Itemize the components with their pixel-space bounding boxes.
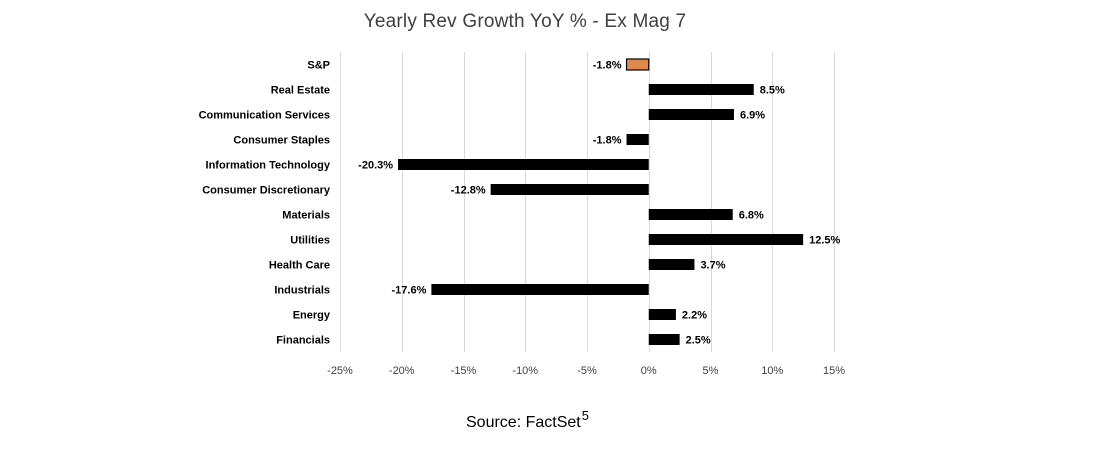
x-tick-label: -5%	[577, 365, 597, 377]
data-labels: -1.8% 8.5% 6.9% -1.8% -20.3% -12.8% 6.8% 12.5% 3…	[358, 60, 840, 347]
bar-10	[648, 309, 676, 320]
data-label: -12.8%	[451, 185, 486, 197]
data-label: 3.7%	[700, 260, 725, 272]
bar-7	[648, 234, 804, 245]
x-tick-label: 0%	[641, 365, 657, 377]
source-footnote: 5	[581, 408, 589, 423]
bar-3	[626, 134, 649, 145]
category-labels: S&P Real Estate Communication Services Cons…	[199, 60, 331, 347]
data-label: 2.5%	[686, 335, 711, 347]
bar-4	[398, 159, 649, 170]
category-label: Consumer Staples	[233, 135, 330, 147]
source-note: Source: FactSet5	[466, 408, 589, 432]
data-label: -1.8%	[593, 60, 622, 72]
gridlines	[340, 52, 835, 352]
category-label: Information Technology	[206, 160, 331, 172]
x-tick-label: 15%	[823, 365, 845, 377]
data-label: 8.5%	[760, 85, 785, 97]
bar-0	[625, 58, 650, 71]
bar-11	[648, 334, 680, 345]
data-label: 6.9%	[740, 110, 765, 122]
chart-title: Yearly Rev Growth YoY % - Ex Mag 7	[363, 11, 687, 32]
category-label: Financials	[276, 335, 330, 347]
category-label: Utilities	[290, 235, 330, 247]
data-label: -17.6%	[392, 285, 427, 297]
x-tick-label: -10%	[512, 365, 538, 377]
x-tick-label: -20%	[389, 365, 415, 377]
category-label: S&P	[307, 60, 330, 72]
bar-2	[648, 109, 734, 120]
category-label: Consumer Discretionary	[202, 185, 331, 197]
x-tick-label: 10%	[761, 365, 783, 377]
data-label: 6.8%	[739, 210, 764, 222]
bar-8	[648, 259, 695, 270]
category-label: Health Care	[269, 260, 330, 272]
data-label: -1.8%	[593, 135, 622, 147]
data-label: -20.3%	[358, 160, 393, 172]
x-tick-label: -15%	[451, 365, 477, 377]
bar-6	[648, 209, 733, 220]
data-label: 12.5%	[809, 235, 840, 247]
bar-1	[648, 84, 754, 95]
data-label: 2.2%	[682, 310, 707, 322]
category-label: Real Estate	[271, 85, 330, 97]
bar-5	[490, 184, 649, 195]
x-axis-tick-labels: -25% -20% -15% -10% -5% 0% 5% 10% 15%	[327, 365, 845, 377]
category-label: Communication Services	[199, 110, 330, 122]
x-tick-label: -25%	[327, 365, 353, 377]
bars	[398, 58, 804, 345]
category-label: Industrials	[274, 285, 330, 297]
source-text: Source: FactSet	[466, 414, 581, 431]
bar-9	[431, 284, 649, 295]
category-label: Energy	[293, 310, 331, 322]
category-label: Materials	[282, 210, 330, 222]
x-tick-label: 5%	[703, 365, 719, 377]
